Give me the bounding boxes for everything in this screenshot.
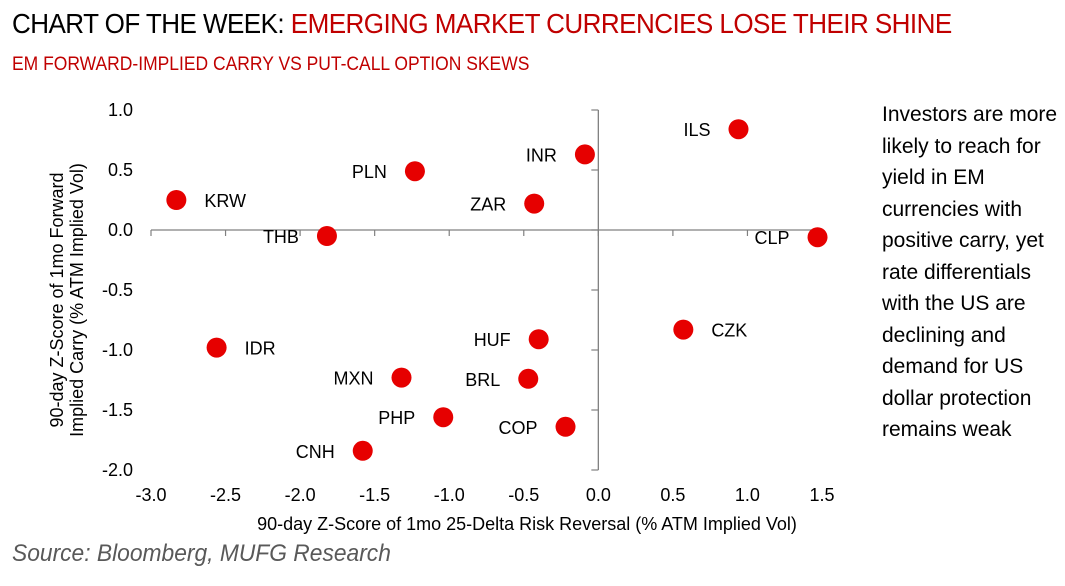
x-tick-label: 1.5 bbox=[809, 485, 834, 505]
point-label: IDR bbox=[245, 339, 276, 359]
x-tick-label: -1.5 bbox=[359, 485, 390, 505]
x-tick-label: 1.0 bbox=[735, 485, 760, 505]
point-marker bbox=[574, 144, 595, 165]
tick-labels: -3.0 -2.5 -2.0 -1.5 -1.0 -0.5 0.0 0.5 1.0 1.5 1.0 0… bbox=[102, 100, 835, 505]
point-marker bbox=[206, 337, 227, 358]
data-point-huf: HUF bbox=[474, 329, 549, 350]
point-marker bbox=[433, 407, 454, 428]
commentary-note: Investors are more likely to reach for y… bbox=[882, 103, 1058, 441]
x-tick-label: -2.0 bbox=[285, 485, 316, 505]
x-tick-label: 0.0 bbox=[586, 485, 611, 505]
y-axis-title-line-2: Implied Carry (% ATM Implied Vol) bbox=[67, 163, 87, 437]
point-label: HUF bbox=[474, 330, 511, 350]
chart-subtitle: EM FORWARD-IMPLIED CARRY VS PUT-CALL OPT… bbox=[12, 54, 530, 75]
data-point-krw: KRW bbox=[166, 190, 246, 211]
x-tick-label: 0.5 bbox=[660, 485, 685, 505]
data-point-brl: BRL bbox=[465, 368, 539, 390]
point-label: THB bbox=[263, 227, 299, 247]
data-point-zar: ZAR bbox=[470, 193, 545, 215]
point-label: CNH bbox=[296, 442, 335, 462]
point-marker bbox=[524, 193, 545, 214]
point-label: PHP bbox=[378, 408, 415, 428]
x-tick-label: -3.0 bbox=[135, 485, 166, 505]
x-tick-label: -2.5 bbox=[210, 485, 241, 505]
x-tick-label: -1.0 bbox=[434, 485, 465, 505]
point-label: MXN bbox=[334, 369, 374, 389]
point-label: PLN bbox=[352, 162, 387, 182]
y-tick-label: 1.0 bbox=[108, 100, 133, 120]
data-points: ILS INR PLN KRW ZAR THB CLP CZK HUF IDR MXN BRL PHP C… bbox=[166, 119, 828, 462]
title-accent: EMERGING MARKET CURRENCIES LOSE THEIR SH… bbox=[290, 8, 952, 39]
y-tick-label: 0.5 bbox=[108, 160, 133, 180]
point-marker bbox=[166, 190, 187, 210]
data-point-pln: PLN bbox=[352, 161, 425, 182]
data-point-thb: THB bbox=[263, 226, 337, 247]
point-label: KRW bbox=[204, 191, 246, 211]
point-label: CZK bbox=[711, 321, 747, 341]
point-marker bbox=[728, 119, 749, 140]
chart-title: CHART OF THE WEEK: EMERGING MARKET CURRE… bbox=[12, 8, 952, 40]
point-marker bbox=[391, 367, 412, 388]
data-point-clp: CLP bbox=[755, 227, 828, 248]
point-marker bbox=[807, 227, 828, 248]
point-label: COP bbox=[499, 418, 538, 438]
point-marker bbox=[352, 440, 373, 461]
x-tick-label: -0.5 bbox=[508, 485, 539, 505]
y-tick-label: 0.0 bbox=[108, 220, 133, 240]
point-marker bbox=[555, 416, 576, 437]
point-marker bbox=[528, 329, 549, 350]
data-point-mxn: MXN bbox=[334, 367, 412, 389]
point-label: ZAR bbox=[470, 195, 506, 215]
data-point-inr: INR bbox=[526, 144, 595, 165]
point-marker bbox=[673, 319, 694, 340]
x-axis-title: 90-day Z-Score of 1mo 25-Delta Risk Reve… bbox=[257, 514, 797, 534]
y-tick-label: -0.5 bbox=[102, 280, 133, 300]
data-point-cnh: CNH bbox=[296, 440, 373, 462]
point-marker bbox=[316, 226, 337, 246]
data-point-idr: IDR bbox=[206, 337, 276, 359]
point-label: CLP bbox=[755, 228, 790, 248]
source-note: Source: Bloomberg, MUFG Research bbox=[12, 540, 391, 567]
point-marker bbox=[518, 368, 539, 389]
data-point-ils: ILS bbox=[683, 119, 749, 140]
point-label: INR bbox=[526, 145, 557, 165]
point-label: ILS bbox=[683, 120, 710, 140]
data-point-czk: CZK bbox=[673, 319, 747, 341]
title-lead: CHART OF THE WEEK: bbox=[12, 8, 291, 39]
y-tick-label: -2.0 bbox=[102, 460, 133, 480]
y-tick-label: -1.0 bbox=[102, 340, 133, 360]
data-point-cop: COP bbox=[499, 416, 576, 438]
y-axis-title-line-1: 90-day Z-Score of 1mo Forward bbox=[47, 172, 67, 427]
y-tick-label: -1.5 bbox=[102, 400, 133, 420]
point-marker bbox=[404, 161, 425, 182]
data-point-php: PHP bbox=[378, 407, 454, 428]
axes bbox=[150, 109, 823, 471]
point-label: BRL bbox=[465, 370, 500, 390]
